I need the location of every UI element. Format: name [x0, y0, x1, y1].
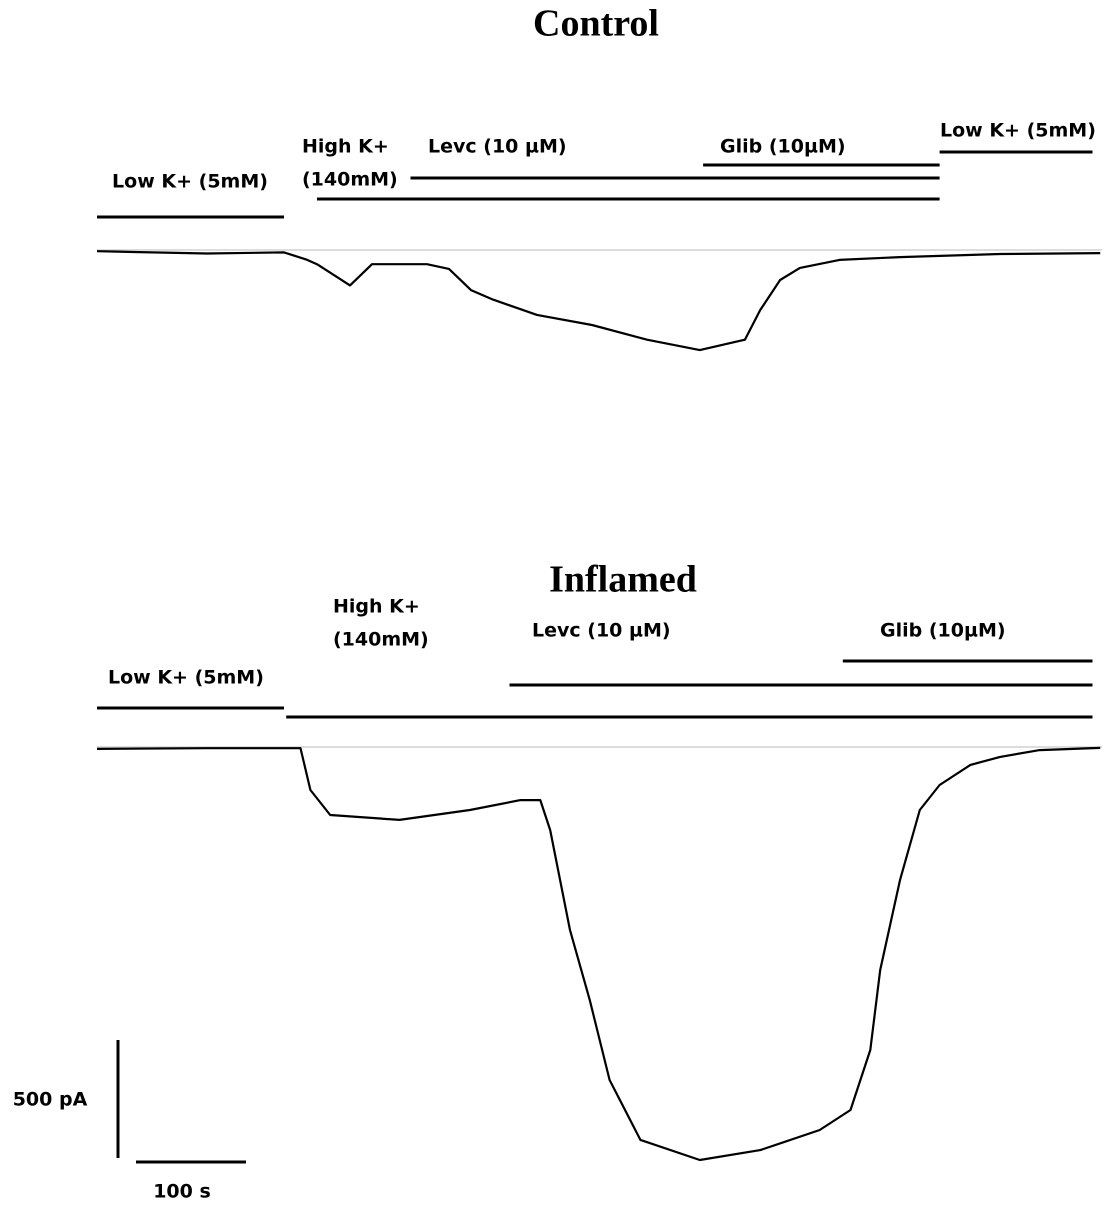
solution-label: Low K+ (5mM): [940, 120, 1096, 142]
solution-label: Levc (10 µM): [532, 620, 671, 642]
solution-label: High K+: [302, 136, 389, 158]
scale-label-y: 500 pA: [13, 1089, 88, 1111]
solution-label: Levc (10 µM): [428, 136, 567, 158]
current-trace: [96, 746, 1101, 1162]
solution-label: Glib (10µM): [720, 136, 846, 158]
solution-label: Glib (10µM): [880, 620, 1006, 642]
chart-title: Inflamed: [549, 559, 697, 601]
solution-label: Low K+ (5mM): [108, 667, 264, 689]
solution-label: (140mM): [333, 629, 429, 651]
current-trace: [96, 250, 1101, 352]
scale-label-x: 100 s: [153, 1181, 211, 1203]
solution-label: Low K+ (5mM): [112, 171, 268, 193]
chart-title: Control: [533, 3, 659, 45]
solution-label: High K+: [333, 596, 420, 618]
solution-label: (140mM): [302, 169, 398, 191]
